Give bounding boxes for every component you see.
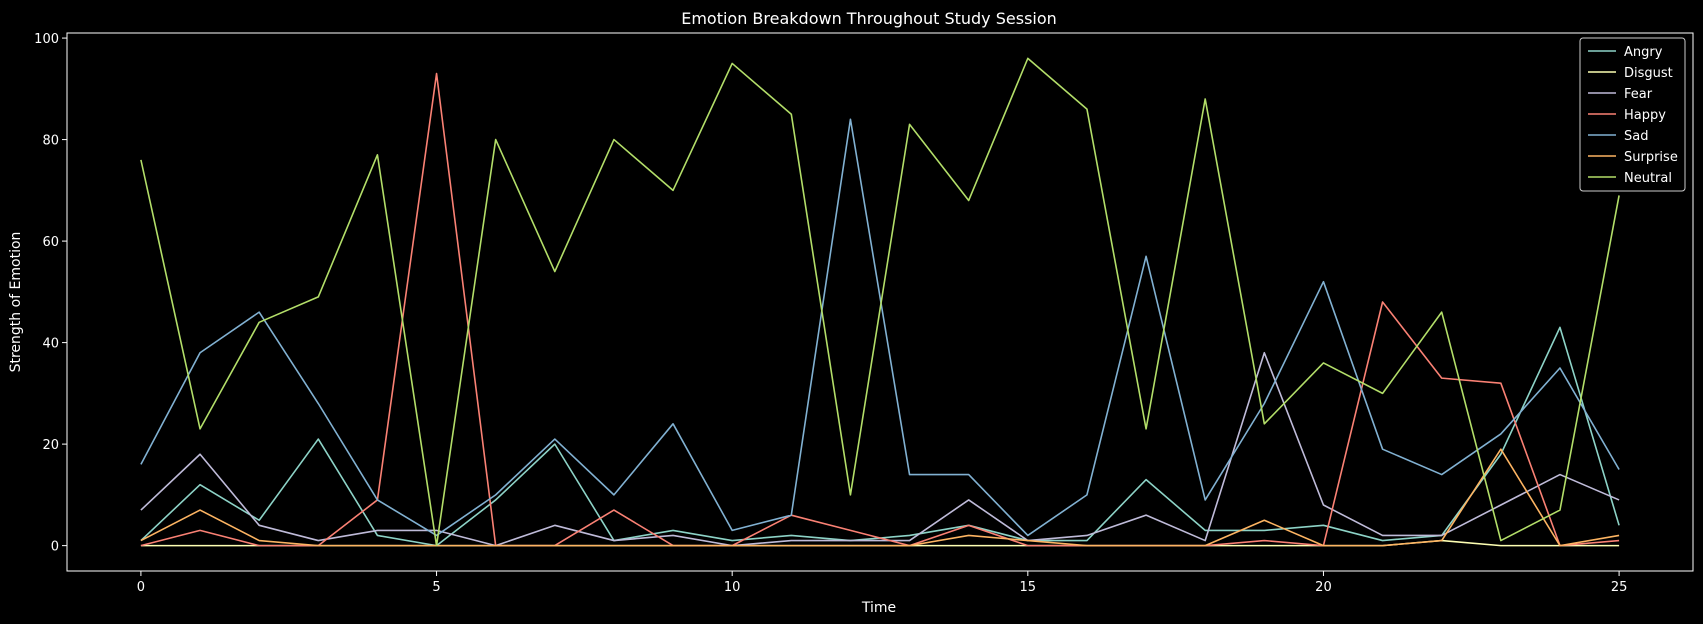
x-tick-label: 25 (1611, 580, 1628, 595)
legend-label-sad: Sad (1624, 129, 1648, 144)
y-tick-label: 100 (34, 32, 59, 47)
x-axis: 0 5 10 15 20 25 (137, 571, 1628, 595)
y-tick-label: 80 (42, 134, 59, 149)
y-tick-label: 40 (42, 337, 59, 352)
x-tick-label: 0 (137, 580, 145, 595)
y-tick-label: 20 (42, 438, 59, 453)
y-axis: 0 20 40 60 80 100 (34, 32, 67, 555)
x-tick-label: 20 (1315, 580, 1332, 595)
series-lines (140, 57, 1620, 547)
legend-frame (1579, 37, 1686, 192)
legend: Angry Disgust Fear Happy Sad Surprise Neutral (1579, 37, 1686, 192)
plot-area-frame (66, 32, 1694, 572)
legend-label-disgust: Disgust (1624, 66, 1673, 81)
series-line-angry (140, 326, 1620, 547)
x-tick-label: 15 (1020, 580, 1037, 595)
legend-label-fear: Fear (1624, 87, 1653, 102)
legend-label-surprise: Surprise (1624, 150, 1678, 165)
legend-label-neutral: Neutral (1624, 171, 1672, 186)
legend-label-angry: Angry (1624, 45, 1663, 60)
y-axis-label: Strength of Emotion (8, 232, 24, 373)
series-line-surprise (140, 448, 1620, 547)
x-tick-label: 10 (724, 580, 741, 595)
series-line-sad (140, 118, 1620, 537)
series-line-neutral (140, 57, 1620, 547)
x-tick-label: 5 (432, 580, 440, 595)
legend-label-happy: Happy (1624, 108, 1666, 123)
x-axis-label: Time (861, 600, 896, 616)
y-tick-label: 0 (51, 540, 59, 555)
series-line-happy (140, 72, 1620, 547)
y-tick-label: 60 (42, 235, 59, 250)
series-line-fear (140, 351, 1620, 547)
chart-title: Emotion Breakdown Throughout Study Sessi… (681, 9, 1057, 28)
